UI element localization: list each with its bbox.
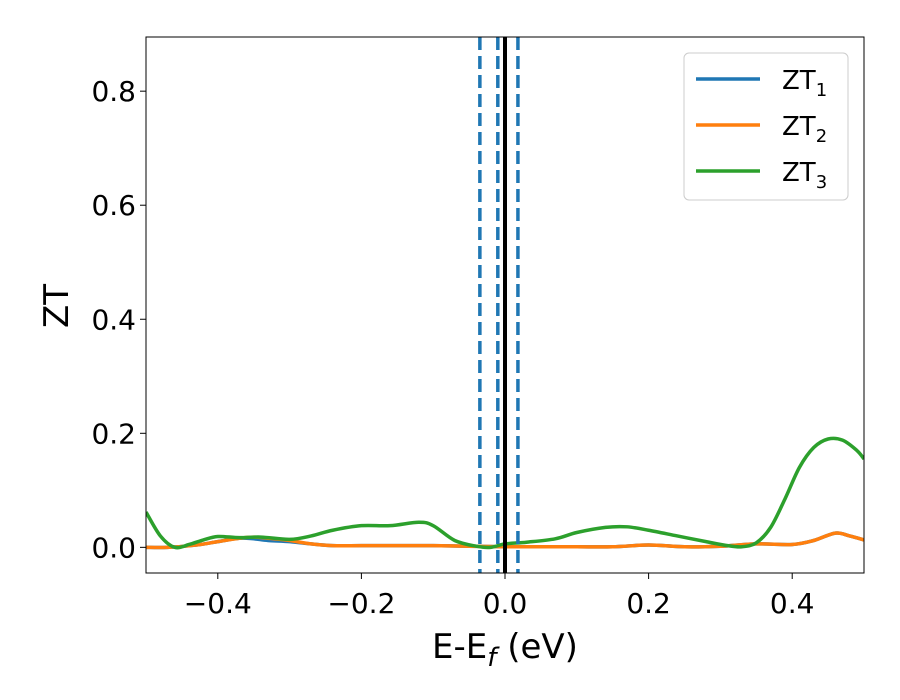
y-tick-label: 0.8 [91, 75, 136, 108]
x-axis-label: E-Ef (eV) [432, 627, 578, 673]
y-tick-label: 0.6 [91, 189, 136, 222]
series-layer [146, 436, 864, 550]
x-tick-label: 0.2 [626, 587, 671, 620]
series-line-zt3 [146, 436, 864, 550]
y-axis-ticks: 0.0 0.2 0.4 0.6 0.8 [91, 75, 146, 564]
x-tick-label: −0.4 [184, 587, 252, 620]
y-tick-label: 0.4 [91, 303, 136, 336]
legend: ZT1 ZT2 ZT3 [683, 52, 849, 201]
y-axis-label: ZT [37, 284, 77, 328]
reference-lines [478, 37, 520, 573]
x-tick-label: 0.4 [770, 587, 815, 620]
legend-label-zt2: ZT2 [782, 112, 827, 147]
y-tick-label: 0.0 [91, 531, 136, 564]
legend-label-zt3: ZT3 [782, 158, 827, 193]
x-axis-ticks: −0.4 −0.2 0.0 0.2 0.4 [184, 573, 815, 620]
legend-box [683, 52, 849, 201]
legend-label-zt1: ZT1 [782, 66, 827, 101]
y-tick-label: 0.2 [91, 417, 136, 450]
x-tick-label: −0.2 [327, 587, 395, 620]
x-tick-label: 0.0 [483, 587, 528, 620]
